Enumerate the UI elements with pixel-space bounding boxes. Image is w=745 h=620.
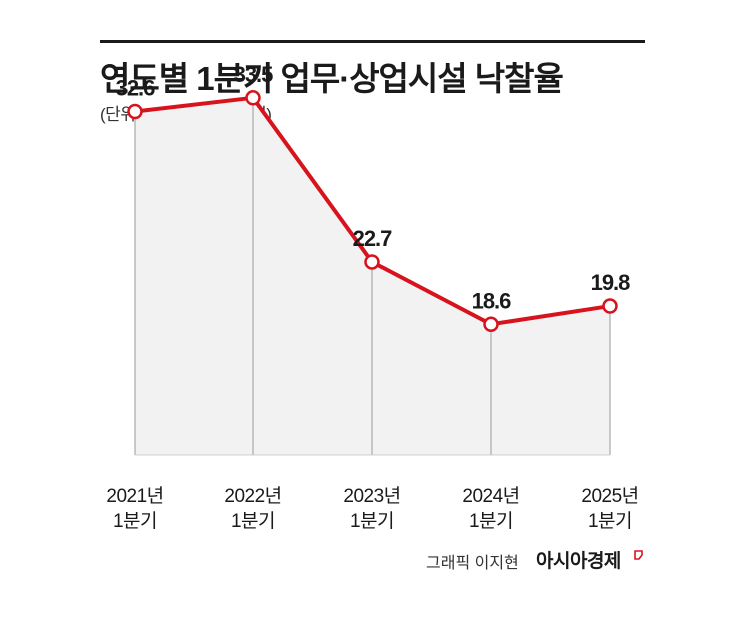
x-tick-label-2-1: 1분기 bbox=[350, 510, 394, 532]
x-tick-label-4-0: 2025년 bbox=[581, 485, 638, 507]
data-point-1 bbox=[245, 90, 261, 106]
x-tick-label-0-1: 1분기 bbox=[113, 510, 157, 532]
data-label-3: 18.6 bbox=[472, 288, 512, 313]
x-tick-label-1-0: 2022년 bbox=[224, 485, 281, 507]
data-point-2 bbox=[364, 254, 380, 270]
chart-title: 연도별 1분기 업무·상업시설 낙찰율 bbox=[100, 60, 564, 97]
brand-mark-icon bbox=[634, 550, 643, 560]
data-label-1: 33.5 bbox=[234, 62, 274, 87]
data-point-4 bbox=[602, 298, 618, 314]
x-tick-label-0-0: 2021년 bbox=[106, 485, 163, 507]
data-label-2: 22.7 bbox=[353, 226, 393, 251]
x-tick-label-4-1: 1분기 bbox=[588, 510, 632, 532]
brand-logo: 아시아경제 bbox=[536, 551, 621, 572]
x-tick-label-3-0: 2024년 bbox=[462, 485, 519, 507]
data-point-0 bbox=[127, 103, 143, 120]
x-tick-label-3-1: 1분기 bbox=[469, 510, 513, 532]
graphic-credit: 그래픽 이지현 bbox=[426, 555, 519, 572]
x-tick-label-2-0: 2023년 bbox=[343, 485, 400, 507]
data-point-3 bbox=[483, 316, 499, 333]
data-label-4: 19.8 bbox=[591, 270, 631, 295]
top-rule bbox=[100, 40, 645, 43]
data-label-0: 32.6 bbox=[116, 75, 156, 100]
x-tick-label-1-1: 1분기 bbox=[231, 510, 275, 532]
